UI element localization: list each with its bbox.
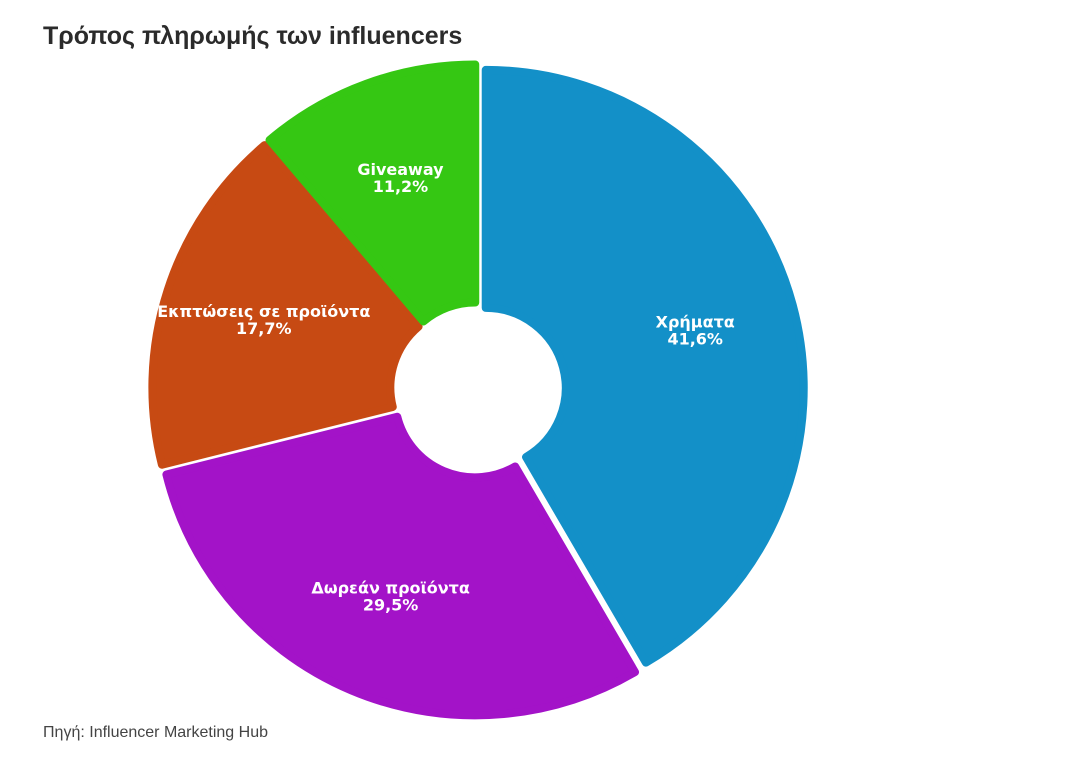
slice-label-3: Giveaway	[357, 160, 444, 179]
slice-label-0: Χρήματα	[656, 312, 735, 331]
slice-value-2: 17,7%	[236, 319, 292, 338]
slice-1	[162, 412, 640, 720]
slice-0	[481, 65, 808, 667]
slice-value-1: 29,5%	[363, 595, 419, 614]
chart-title: Τρόπος πληρωμής των influencers	[43, 22, 463, 50]
chart-slices	[148, 60, 808, 720]
slice-2	[148, 141, 423, 469]
slice-label-1: Δωρεάν προϊόντα	[311, 578, 470, 597]
slice-3	[265, 60, 480, 326]
slice-value-0: 41,6%	[667, 329, 723, 348]
slice-label-2: Εκπτώσεις σε προϊόντα	[157, 302, 370, 321]
slice-value-3: 11,2%	[373, 177, 429, 196]
source-note: Πηγή: Influencer Marketing Hub	[43, 724, 268, 741]
